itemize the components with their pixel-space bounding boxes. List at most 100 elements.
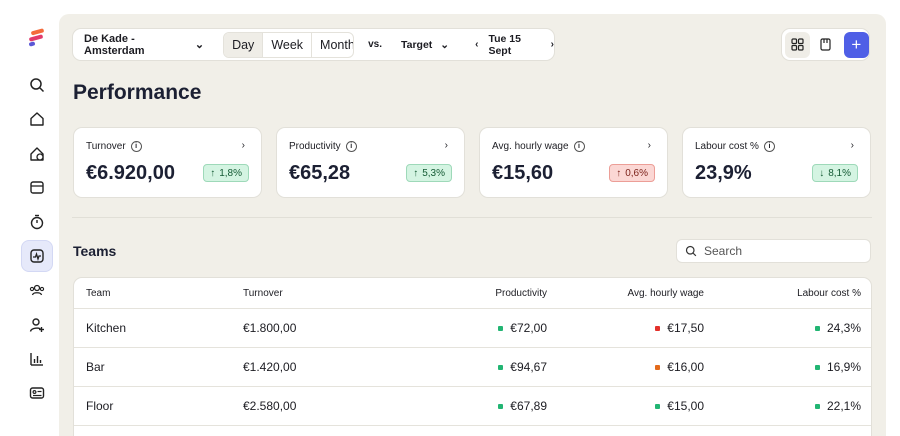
column-header-turnover[interactable]: Turnover	[243, 287, 283, 299]
section-divider	[72, 217, 872, 218]
teams-heading: Teams	[73, 243, 117, 259]
wage-value: €15,00	[667, 399, 704, 413]
nav-home[interactable]	[21, 103, 53, 135]
turnover-value: €1.420,00	[243, 360, 297, 374]
info-icon[interactable]: i	[763, 141, 775, 152]
team-name: Floor	[86, 399, 114, 413]
arrow-up-icon: ↑	[413, 167, 419, 179]
info-icon[interactable]: i	[130, 141, 142, 152]
add-user-icon	[29, 318, 44, 332]
chevron-right-icon: ›	[444, 140, 448, 151]
productivity-value: €94,67	[510, 360, 547, 374]
id-card-icon	[29, 387, 45, 399]
column-header-team[interactable]: Team	[86, 287, 111, 299]
nav-performance[interactable]	[21, 240, 53, 272]
vs-label: vs.	[368, 39, 382, 50]
compare-selector[interactable]: Target ⌄	[401, 39, 449, 51]
table-header: Team Turnover Productivity Avg. hourly w…	[74, 278, 871, 309]
productivity-value: €67,89	[510, 399, 547, 413]
nav-reports[interactable]	[21, 343, 53, 375]
bookmark-icon	[820, 38, 832, 51]
productivity-cell: €94,67	[498, 348, 547, 386]
labour-cell: 22,1%	[814, 387, 861, 425]
period-day[interactable]: Day	[224, 32, 264, 57]
team-name: Kitchen	[86, 321, 127, 335]
nav-directory[interactable]	[21, 377, 53, 409]
location-label: De Kade - Amsterdam	[84, 32, 145, 57]
column-header-productivity[interactable]: Productivity	[495, 287, 547, 299]
kpi-card-labour-cost[interactable]: Labour cost % i › 23,9% ↓ 8,1%	[682, 127, 871, 198]
status-dot	[814, 364, 820, 370]
labour-value: 16,9%	[826, 360, 861, 374]
kpi-value: €65,28	[289, 162, 351, 184]
bar-chart-icon	[30, 353, 43, 366]
change-value: 5,3%	[422, 167, 445, 179]
notes-button[interactable]	[813, 32, 838, 58]
add-button[interactable]: +	[843, 31, 869, 58]
column-header-avg-hourly-wage[interactable]: Avg. hourly wage	[627, 287, 704, 299]
kpi-value: 23,9%	[695, 162, 752, 184]
table-row[interactable]: Bar €1.420,00 €94,67 €16,00 16,9%	[74, 348, 871, 387]
status-dot	[814, 325, 820, 331]
kpi-label: Productivity	[289, 141, 341, 152]
change-value: 0,6%	[625, 167, 648, 179]
location-icon	[30, 147, 44, 161]
nav-employees[interactable]	[21, 309, 53, 341]
kpi-label: Turnover	[86, 141, 126, 152]
period-month[interactable]: Month	[320, 37, 355, 52]
team-name: Bar	[86, 360, 105, 374]
wage-value: €17,50	[667, 321, 704, 335]
labour-cell: 16,9%	[814, 348, 861, 386]
status-dot	[498, 325, 504, 331]
table-row[interactable]: Floor €2.580,00 €67,89 €15,00 22,1%	[74, 387, 871, 426]
right-edge	[886, 0, 900, 436]
change-badge: ↑ 5,3%	[406, 164, 452, 182]
status-dot	[814, 403, 820, 409]
nav-teams[interactable]	[21, 274, 53, 306]
search-box	[676, 239, 871, 263]
productivity-value: €72,00	[510, 321, 547, 335]
search-input[interactable]	[704, 244, 864, 258]
nav-schedule[interactable]	[21, 171, 53, 203]
status-dot	[655, 364, 661, 370]
period-toggle: Day Week Month	[223, 31, 355, 58]
info-icon[interactable]: i	[573, 141, 585, 152]
status-dot	[498, 403, 504, 409]
chevron-right-icon[interactable]: ›	[550, 39, 554, 50]
teams-table: Team Turnover Productivity Avg. hourly w…	[73, 277, 872, 436]
app-logo[interactable]	[27, 28, 47, 48]
chevron-right-icon: ›	[850, 140, 854, 151]
period-week[interactable]: Week	[263, 32, 313, 57]
chevron-down-icon: ⌄	[194, 39, 205, 51]
location-selector[interactable]: De Kade - Amsterdam ⌄	[84, 33, 204, 57]
wage-cell: €15,00	[655, 387, 704, 425]
plus-icon: +	[851, 34, 862, 54]
kpi-card-avg-hourly-wage[interactable]: Avg. hourly wage i › €15,60 ↑ 0,6%	[479, 127, 668, 198]
info-icon[interactable]: i	[345, 141, 357, 152]
kpi-card-turnover[interactable]: Turnover i › €6.920,00 ↑ 1,8%	[73, 127, 262, 198]
nav-search[interactable]	[21, 69, 53, 101]
labour-value: 22,1%	[826, 399, 861, 413]
calendar-icon	[30, 181, 44, 194]
change-badge: ↑ 1,8%	[203, 164, 249, 182]
column-header-labour-cost[interactable]: Labour cost %	[797, 287, 861, 299]
chevron-down-icon: ⌄	[440, 38, 450, 51]
timer-icon	[30, 214, 44, 230]
kpi-label: Labour cost %	[695, 141, 759, 152]
chevron-left-icon[interactable]: ‹	[475, 39, 479, 50]
arrow-up-icon: ↑	[616, 167, 622, 179]
table-row[interactable]: Kitchen €1.800,00 €72,00 €17,50 24,3%	[74, 309, 871, 348]
wage-cell: €16,00	[655, 348, 704, 386]
productivity-cell: €67,89	[498, 387, 547, 425]
change-badge: ↑ 0,6%	[609, 164, 655, 182]
kpi-card-productivity[interactable]: Productivity i › €65,28 ↑ 5,3%	[276, 127, 465, 198]
status-dot	[655, 325, 661, 331]
page-title: Performance	[73, 81, 202, 104]
nav-locations[interactable]	[21, 138, 53, 170]
productivity-cell: €72,00	[498, 309, 547, 347]
grid-view-button[interactable]	[785, 31, 811, 58]
kpi-value: €6.920,00	[86, 162, 175, 184]
date-navigator: ‹ Tue 15 Sept ›	[475, 33, 554, 57]
nav-time[interactable]	[21, 206, 53, 238]
users-icon	[29, 284, 45, 296]
